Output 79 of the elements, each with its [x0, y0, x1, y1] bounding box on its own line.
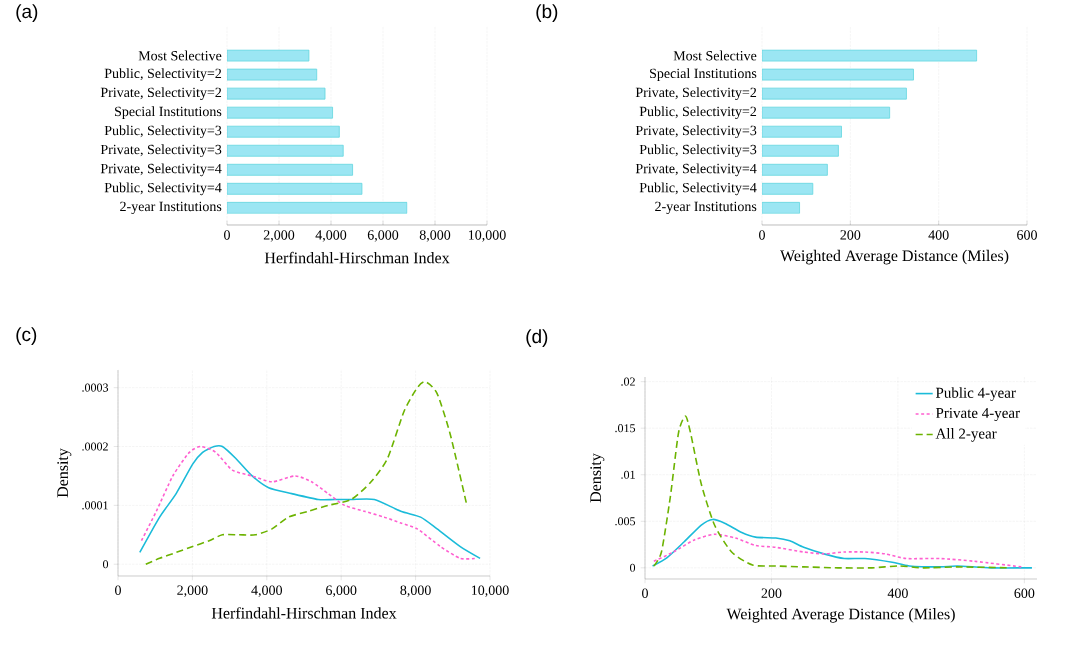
bar — [762, 182, 814, 195]
y-tick-label: .015 — [615, 424, 636, 433]
bar — [227, 125, 340, 138]
y-tick-label: .0003 — [82, 383, 109, 392]
y-tick-label: Public, Selectivity=2 — [104, 68, 222, 81]
text: (a) — [16, 4, 38, 22]
x-tick-label: 400 — [928, 230, 949, 240]
y-tick-label: Special Institutions — [115, 106, 222, 120]
bar — [762, 144, 839, 157]
bar — [762, 49, 978, 62]
x-tick-label: 6,000 — [326, 585, 357, 597]
bar — [762, 106, 891, 119]
x-axis-title: Weighted Average Distance (Miles) — [780, 249, 1009, 265]
bar — [227, 68, 318, 81]
bar — [762, 201, 800, 214]
y-tick-label: .02 — [621, 377, 635, 386]
bar — [227, 87, 326, 100]
bar — [227, 144, 344, 157]
x-tick-label: 4,000 — [251, 585, 283, 597]
bar — [227, 201, 408, 214]
bar — [762, 68, 914, 81]
x-tick-label: 8,000 — [419, 230, 451, 242]
y-tick-label: 2-year Institutions — [120, 201, 222, 215]
bar — [227, 49, 310, 62]
x-tick-label: 8,000 — [400, 585, 431, 597]
y-tick-label: .0002 — [82, 442, 108, 451]
legend-label: All 2-year — [935, 428, 997, 442]
y-tick-label: .01 — [621, 470, 635, 479]
x-axis-title: Herfindahl-Hirschman Index — [211, 607, 397, 619]
y-tick-label: 0 — [102, 560, 109, 569]
x-tick-label: 2,000 — [177, 585, 208, 597]
line-series — [651, 518, 1033, 569]
bar — [227, 106, 333, 119]
y-axis-title: Density — [590, 453, 605, 503]
bar — [762, 87, 907, 100]
x-tick-label: 400 — [887, 588, 908, 598]
x-tick-label: 10,000 — [471, 585, 509, 597]
y-tick-label: Private, Selectivity=4 — [100, 163, 222, 177]
text: (b) — [536, 4, 558, 22]
bar — [227, 163, 353, 176]
y-tick-label: Private, Selectivity=4 — [635, 163, 757, 177]
y-tick-label: Private, Selectivity=3 — [100, 144, 222, 158]
y-tick-label: Public, Selectivity=4 — [104, 182, 222, 196]
y-tick-label: 2-year Institutions — [655, 201, 757, 215]
legend-label: Public 4-year — [935, 387, 1016, 401]
x-tick-label: 2,000 — [263, 230, 295, 242]
y-tick-label: Private, Selectivity=2 — [100, 87, 222, 101]
chart-title: (d) — [526, 329, 548, 347]
x-tick-label: 600 — [1014, 588, 1035, 598]
bar — [227, 182, 363, 195]
y-tick-label: Public, Selectivity=4 — [639, 182, 757, 196]
y-tick-label: 0 — [629, 563, 636, 572]
bar — [762, 125, 842, 138]
line-series — [144, 380, 468, 566]
x-tick-label: 4,000 — [315, 230, 347, 242]
x-axis-title: Herfindahl-Hirschman Index — [264, 251, 450, 264]
x-tick-label: 6,000 — [367, 230, 399, 242]
legend-label: Private 4-year — [935, 407, 1020, 422]
x-tick-label: 200 — [840, 230, 861, 240]
y-tick-label: Most Selective — [673, 50, 757, 61]
y-tick-label: Public, Selectivity=3 — [104, 125, 222, 139]
y-axis-title: Density — [57, 448, 72, 498]
y-tick-label: Private, Selectivity=2 — [635, 87, 757, 101]
y-tick-label: Public, Selectivity=3 — [639, 144, 757, 158]
x-tick-label: 200 — [761, 588, 782, 598]
chart-title: (c) — [16, 327, 37, 345]
y-tick-label: .005 — [615, 517, 636, 526]
x-tick-label: 10,000 — [468, 230, 506, 242]
line-series — [653, 533, 1023, 568]
y-tick-label: Special Institutions — [650, 68, 757, 81]
y-tick-label: Public, Selectivity=2 — [639, 106, 757, 120]
x-tick-label: 600 — [1017, 230, 1037, 240]
y-tick-label: .0001 — [82, 501, 108, 510]
x-tick-label: 0 — [224, 230, 230, 240]
bar — [762, 163, 828, 176]
x-tick-label: 0 — [759, 230, 765, 240]
y-tick-label: Private, Selectivity=3 — [635, 125, 757, 139]
x-axis-title: Weighted Average Distance (Miles) — [726, 608, 955, 623]
y-tick-label: Most Selective — [138, 50, 222, 61]
